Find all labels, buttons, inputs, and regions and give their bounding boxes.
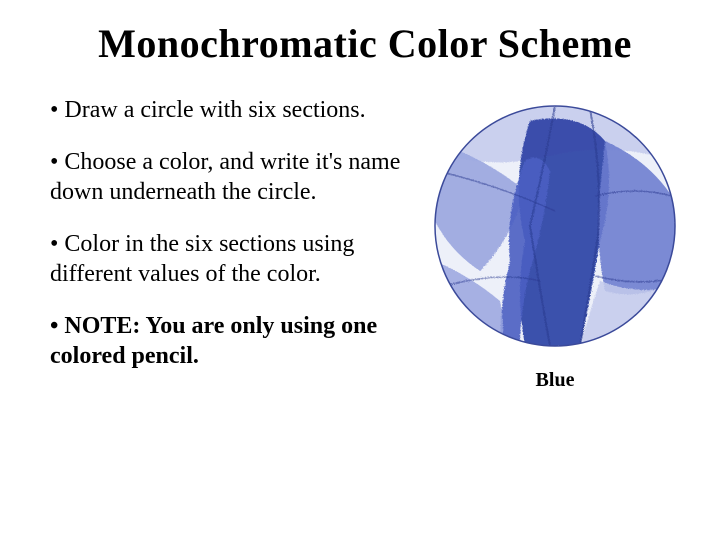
- content-row: • Draw a circle with six sections. • Cho…: [50, 95, 680, 393]
- page-title: Monochromatic Color Scheme: [50, 20, 680, 67]
- bullet-1: • Draw a circle with six sections.: [50, 95, 410, 125]
- circle-svg: [430, 101, 680, 351]
- slide: Monochromatic Color Scheme • Draw a circ…: [0, 0, 720, 540]
- bullet-3: • Color in the six sections using differ…: [50, 229, 410, 289]
- text-column: • Draw a circle with six sections. • Cho…: [50, 95, 410, 393]
- image-column: Blue: [430, 95, 680, 392]
- color-circle-diagram: [430, 101, 680, 351]
- bullet-2: • Choose a color, and write it's name do…: [50, 147, 410, 207]
- color-caption: Blue: [536, 369, 575, 392]
- bullet-note: • NOTE: You are only using one colored p…: [50, 311, 410, 371]
